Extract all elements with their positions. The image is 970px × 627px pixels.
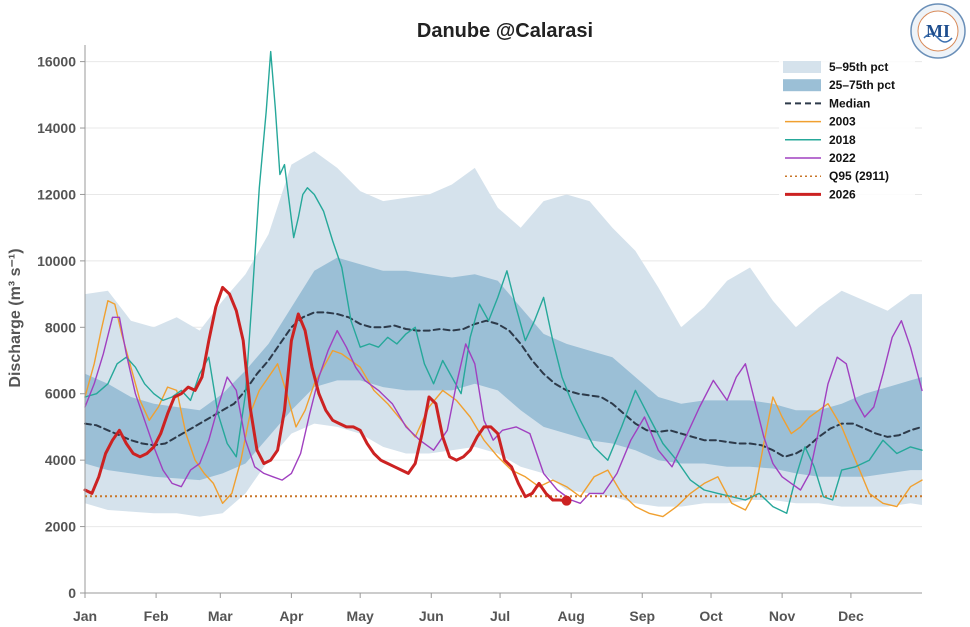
x-tick-label-apr: Apr [279,608,304,624]
legend-label-5-95th-pct: 5–95th pct [829,60,888,74]
legend-label-25-75th-pct: 25–75th pct [829,78,895,92]
y-tick-label-0: 0 [68,585,76,601]
legend-label-2003: 2003 [829,115,856,129]
x-tick-label-dec: Dec [838,608,864,624]
legend-label-2018: 2018 [829,133,856,147]
logo-text: MI [926,21,950,41]
institute-logo: MI [910,3,966,59]
series-2026 [83,285,569,503]
series-median [84,311,923,458]
x-tick-label-feb: Feb [144,608,169,624]
percentile-bands [85,151,922,517]
series-2022 [84,316,923,504]
chart-title: Danube @Calarasi [417,20,593,42]
x-tick-labels: Jan Feb Mar Apr May Jun Jul Aug Sep Oct Nov Dec [73,593,864,624]
x-tick-label-aug: Aug [558,608,585,624]
y-tick-label-8000: 8000 [45,319,76,335]
y-tick-label-12000: 12000 [37,186,76,202]
marker-latest-point [561,495,572,506]
x-tick-label-jun: Jun [419,608,444,624]
legend-swatch-25-75th-pct [783,79,821,92]
wave-icon [923,33,953,43]
legend-label-2022: 2022 [829,151,856,165]
x-tick-label-nov: Nov [769,608,796,624]
series-2018 [84,50,923,514]
y-axis-label: Discharge (m³ s⁻¹) [7,248,24,387]
legend-label-median: Median [829,96,870,110]
band-25-75th-pct [85,257,922,481]
x-tick-label-oct: Oct [699,608,723,624]
y-tick-label-6000: 6000 [45,386,76,402]
y-tick-label-4000: 4000 [45,452,76,468]
y-tick-label-2000: 2000 [45,519,76,535]
x-tick-label-sep: Sep [629,608,655,624]
x-tick-label-jul: Jul [490,608,510,624]
x-tick-label-jan: Jan [73,608,97,624]
series-lines [83,50,923,518]
y-tick-label-14000: 14000 [37,120,76,136]
y-tick-label-10000: 10000 [37,253,76,269]
legend: 5–95th pct 25–75th pct Median 2003 2018 2022 Q… [779,55,915,207]
y-tick-label-16000: 16000 [37,54,76,70]
legend-label-2026: 2026 [829,187,856,201]
series-2003 [84,300,923,518]
x-tick-label-may: May [347,608,374,624]
x-tick-label-mar: Mar [208,608,233,624]
legend-label-q95-2911-: Q95 (2911) [829,169,889,183]
y-tick-labels: 0 2000 4000 6000 8000 10000 12000 14000 16000 [37,54,85,601]
legend-swatch-5-95th-pct [783,61,821,73]
